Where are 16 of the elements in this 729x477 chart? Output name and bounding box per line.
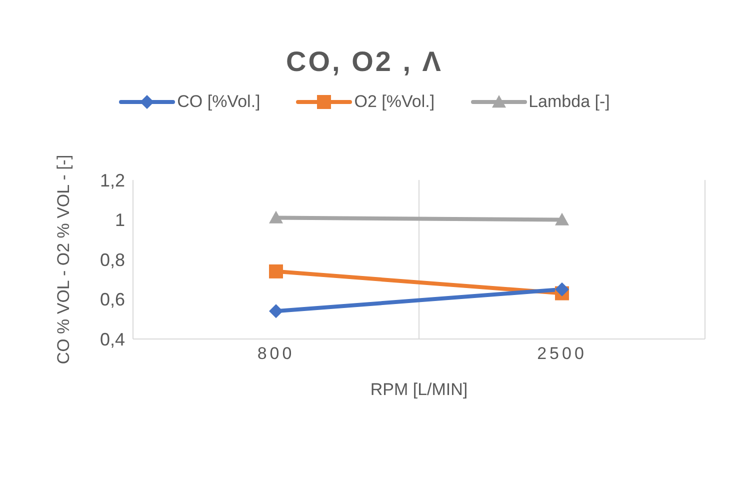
point	[269, 304, 283, 318]
legend-label: O2 [%Vol.]	[354, 92, 435, 112]
x-axis-title: RPM [L/MIN]	[370, 380, 468, 399]
x-tick-label: 800	[257, 344, 295, 364]
y-tick-label: 0,8	[100, 250, 125, 270]
legend-label: Lambda [-]	[528, 92, 610, 112]
legend-label: CO [%Vol.]	[177, 92, 260, 112]
y-tick-label: 1	[114, 210, 125, 230]
point	[555, 282, 569, 296]
y-tick-label: 1,2	[100, 170, 125, 190]
chart-title: CO, O2 , Λ	[285, 45, 444, 78]
y-tick-label: 0,6	[100, 290, 125, 310]
point	[269, 264, 283, 278]
y-tick-label: 0,4	[100, 329, 125, 350]
x-tick-label: 2500	[537, 344, 587, 364]
y-axis-title: CO % VOL - O2 % VOL - [-]	[54, 154, 74, 364]
